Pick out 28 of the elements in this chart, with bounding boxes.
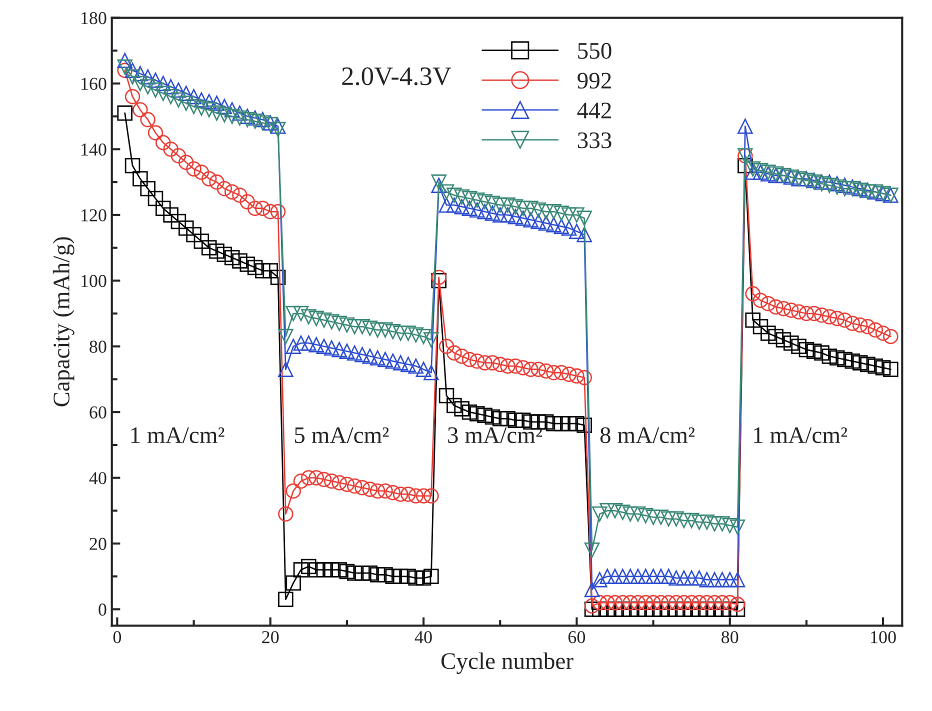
y-tick-label: 20 [90, 538, 106, 550]
y-tick-label: 80 [90, 340, 106, 353]
legend-label: 550 [578, 42, 612, 59]
y-tick-label: 180 [81, 12, 106, 24]
annotation: 1 mA/cm² [131, 427, 224, 444]
y-tick-label: 120 [81, 209, 106, 222]
y-tick-label: 140 [81, 143, 106, 156]
x-tick-label: 20 [262, 631, 279, 644]
y-tick-label: 40 [89, 472, 106, 484]
legend-label: 333 [578, 132, 612, 148]
x-tick-label: 100 [871, 631, 896, 644]
x-tick-label: 80 [722, 631, 738, 644]
legend-label: 992 [578, 72, 611, 89]
annotation: 1 mA/cm² [754, 427, 848, 444]
y-tick-label: 60 [90, 406, 106, 419]
x-axis-title: Cycle number [441, 652, 574, 674]
y-tick-label: 160 [81, 78, 106, 90]
x-tick-label: 40 [414, 631, 432, 644]
annotation: 8 mA/cm² [600, 427, 695, 444]
y-axis-title: Capacity (mAh/g) [52, 237, 74, 406]
y-tick-label: 100 [81, 274, 106, 288]
x-tick-label: 0 [113, 631, 122, 644]
annotation: 2.0V-4.3V [342, 67, 452, 86]
y-tick-label: 0 [98, 604, 106, 616]
legend-label: 442 [577, 102, 611, 118]
annotation: 5 mA/cm² [294, 427, 389, 444]
x-tick-label: 60 [568, 631, 586, 644]
annotation: 3 mA/cm² [448, 427, 542, 444]
